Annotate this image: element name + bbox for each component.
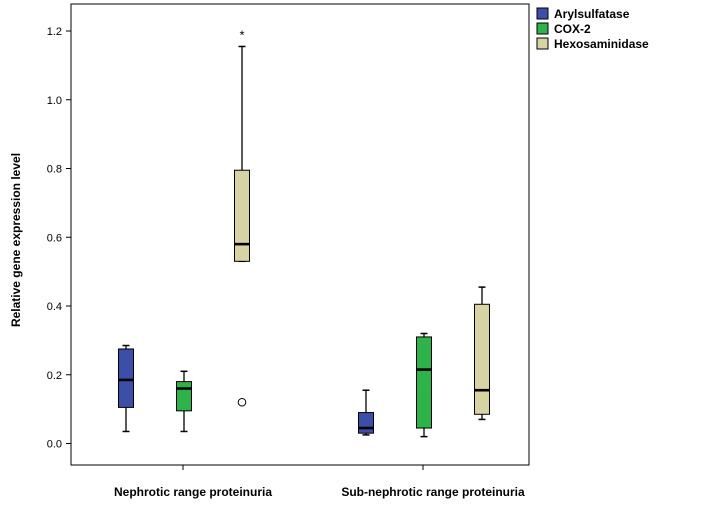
legend-label: Arylsulfatase — [554, 7, 630, 21]
box-arylsulfatase — [118, 344, 134, 433]
outlier-point — [237, 397, 247, 407]
box-iqr — [358, 412, 374, 434]
legend-label: COX-2 — [554, 22, 591, 36]
box-arylsulfatase — [358, 389, 374, 436]
box-cox-2 — [176, 370, 192, 433]
extreme-marker: * — [239, 27, 244, 42]
y-axis-ticks: 0.0 0.2 0.4 0.6 0.8 1.0 1.2 — [47, 26, 71, 451]
box-iqr — [234, 169, 250, 262]
box-hexosaminidase: * — [234, 27, 250, 407]
x-category-label: Nephrotic range proteinuria — [114, 485, 272, 499]
plot-frame — [70, 3, 530, 466]
legend-swatch — [536, 22, 549, 35]
x-category-label: Sub-nephrotic range proteinuria — [341, 485, 525, 499]
y-tick-label: 1.0 — [47, 95, 62, 107]
legend-swatch — [536, 7, 549, 20]
box-iqr — [416, 336, 432, 429]
box-iqr — [474, 303, 490, 415]
legend-swatch — [536, 37, 549, 50]
x-axis-ticks: Nephrotic range proteinuria Sub-nephrotic… — [114, 465, 525, 499]
y-tick-label: 0.6 — [47, 232, 62, 244]
box-hexosaminidase — [474, 286, 490, 421]
legend-label: Hexosaminidase — [554, 37, 649, 51]
y-axis-title: Relative gene expression level — [9, 153, 23, 327]
y-tick-label: 0.8 — [47, 164, 62, 176]
y-tick-label: 1.2 — [47, 26, 62, 38]
y-tick-label: 0.4 — [47, 301, 62, 313]
box-iqr — [176, 381, 192, 412]
box-cox-2 — [416, 332, 432, 438]
box-series: * — [118, 27, 490, 438]
box-iqr — [118, 348, 134, 408]
y-tick-label: 0.2 — [47, 370, 62, 382]
y-tick-label: 0.0 — [47, 439, 62, 451]
